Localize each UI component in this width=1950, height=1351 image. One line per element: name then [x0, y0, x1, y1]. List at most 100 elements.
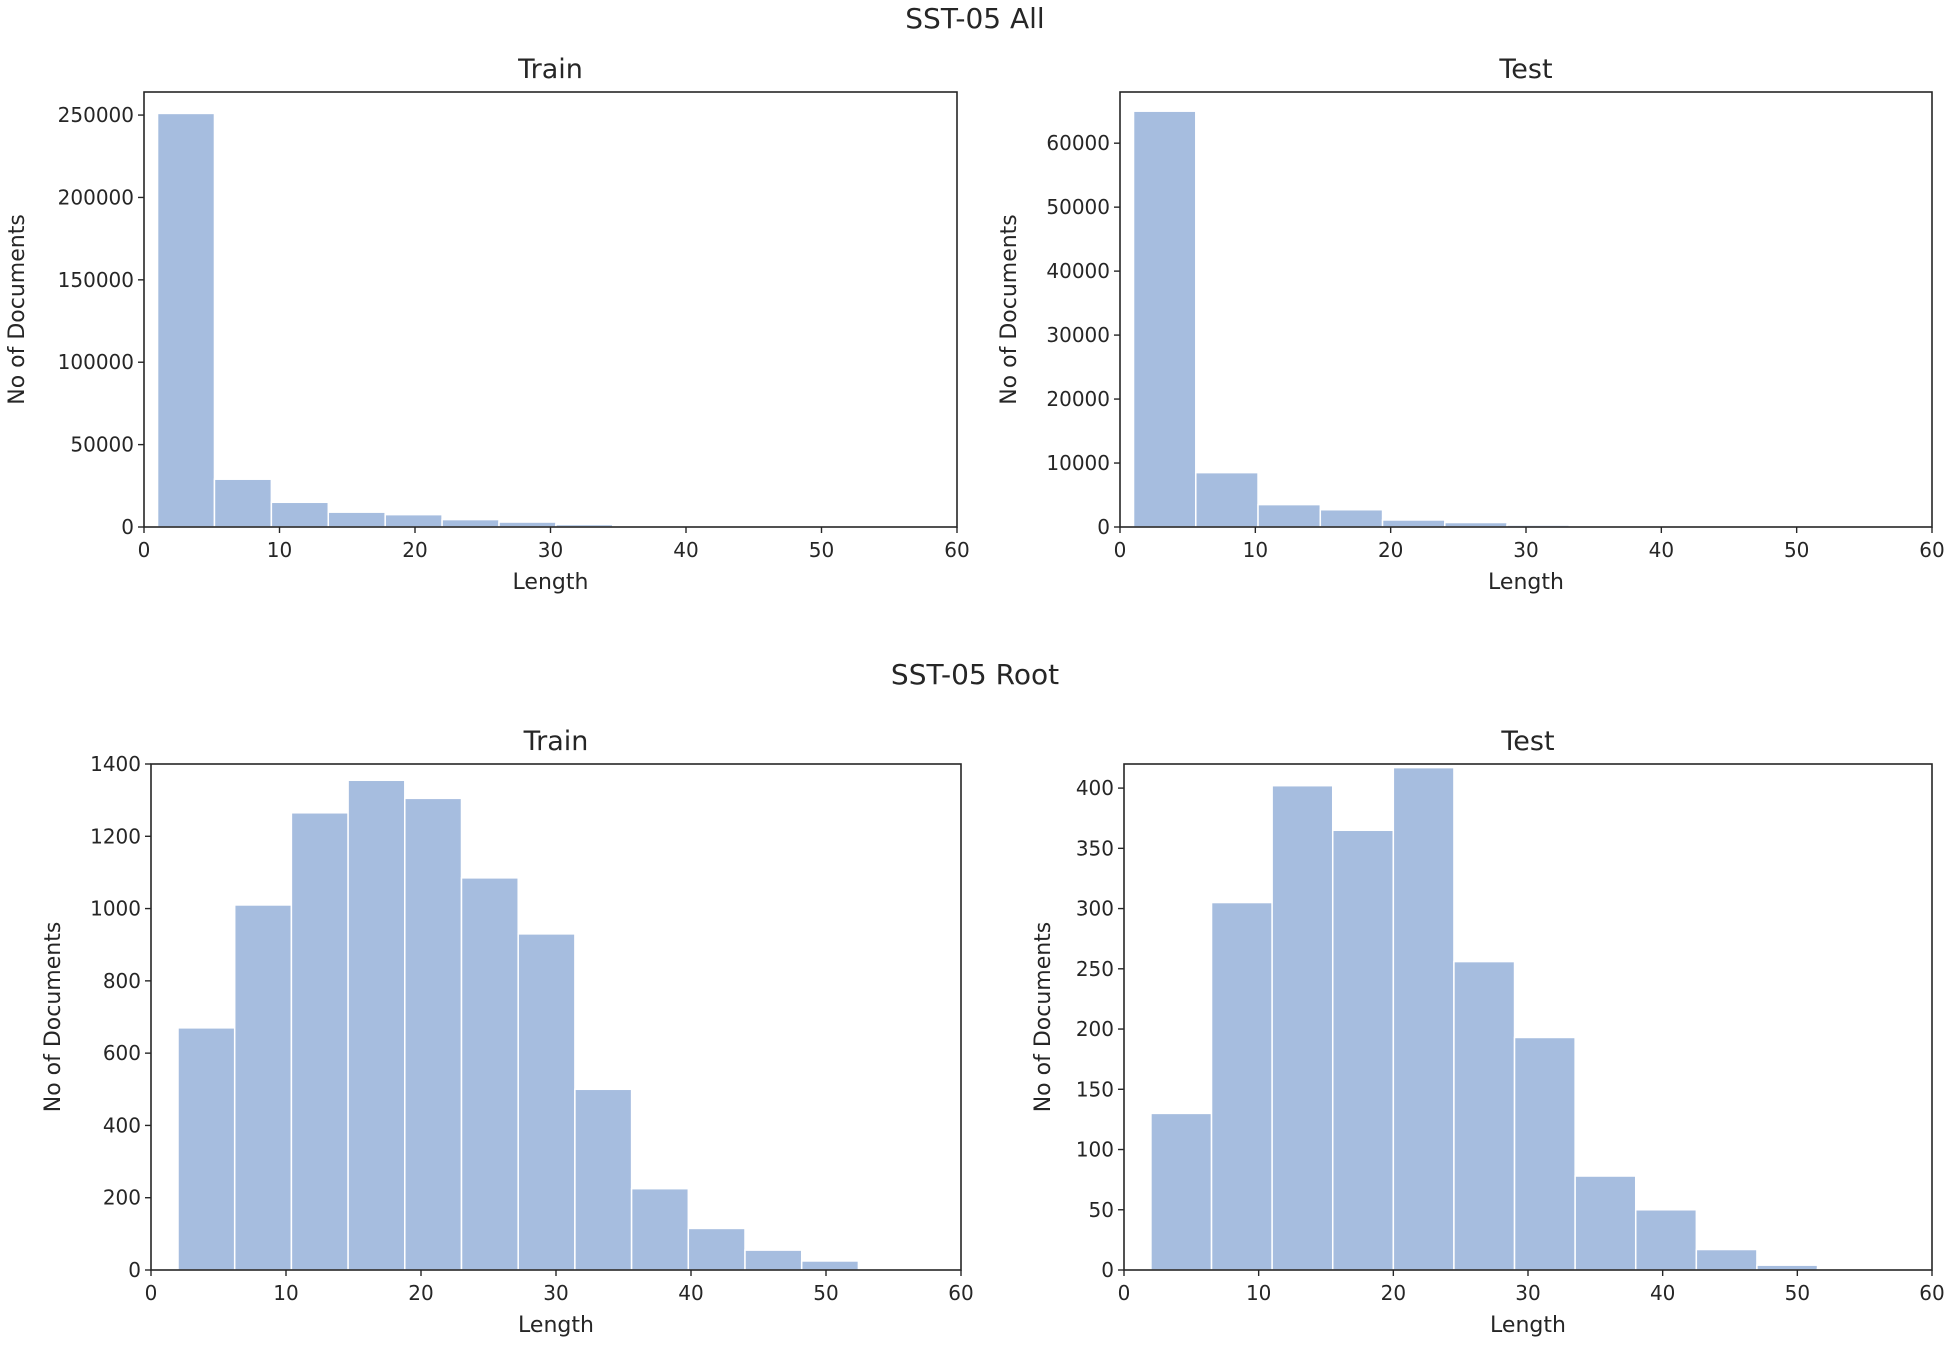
histogram-bar	[460, 877, 519, 1271]
y-axis-label: No of Documents	[41, 922, 66, 1113]
x-tick-label: 40	[1649, 538, 1674, 562]
x-tick-label: 30	[1515, 1281, 1540, 1305]
histogram-bar	[1319, 508, 1384, 528]
y-axis-label: No of Documents	[5, 214, 30, 405]
histogram-bar	[1132, 110, 1197, 528]
y-tick-label: 150000	[58, 268, 134, 292]
histogram-bar	[290, 812, 349, 1271]
histogram-bar	[1271, 784, 1334, 1271]
histogram-bar	[1331, 829, 1395, 1271]
y-tick-label: 100000	[58, 350, 134, 374]
y-tick-label: 20000	[1046, 387, 1110, 411]
chart-all-train: 0 10 20 30 40 50 60 0 50000 100000 150000 200000 250…	[5, 54, 970, 595]
histogram-bar	[1695, 1248, 1758, 1271]
x-axis-label: Length	[518, 1313, 594, 1338]
histogram-bar	[441, 518, 500, 528]
histogram-bar	[1453, 960, 1516, 1271]
histogram-bar	[800, 1260, 860, 1271]
histogram-bar	[177, 1027, 236, 1271]
x-tick-label: 40	[1650, 1281, 1675, 1305]
x-tick-label: 50	[1784, 538, 1809, 562]
y-tick-label: 350	[1076, 836, 1114, 860]
histogram-bar	[233, 904, 293, 1271]
chart-all-test: 0 10 20 30 40 50 60 0 10000 20000 30000 40000 50000 6…	[997, 54, 1945, 595]
x-tick-label: 30	[1513, 538, 1538, 562]
y-tick-label: 200	[103, 1186, 141, 1210]
histogram-bar	[1513, 1036, 1576, 1271]
y-tick-label: 40000	[1046, 259, 1110, 283]
histogram-bar	[1150, 1112, 1213, 1271]
x-tick-label: 0	[1114, 538, 1127, 562]
y-tick-label: 100	[1076, 1138, 1114, 1162]
chart-root-test: 0 10 20 30 40 50 60 0 50 100 150 200 250 300 350 400 Tes…	[1031, 726, 1945, 1338]
y-tick-label: 0	[121, 515, 134, 539]
histogram-bar	[1257, 503, 1322, 528]
x-tick-label: 60	[1919, 538, 1944, 562]
y-tick-label: 60000	[1046, 131, 1110, 155]
histogram-bar	[1634, 1209, 1698, 1271]
y-tick-label: 10000	[1046, 451, 1110, 475]
x-tick-label: 30	[543, 1281, 568, 1305]
y-tick-label: 400	[103, 1113, 141, 1137]
x-tick-label: 20	[408, 1281, 433, 1305]
y-tick-label: 0	[128, 1258, 141, 1282]
histogram-bar	[1381, 519, 1446, 528]
x-tick-label: 60	[944, 538, 969, 562]
x-tick-label: 10	[1243, 538, 1268, 562]
x-tick-label: 50	[1785, 1281, 1810, 1305]
y-tick-label: 1400	[90, 752, 141, 776]
plot-frame	[143, 91, 958, 528]
x-tick-label: 10	[267, 538, 292, 562]
histogram-bar	[574, 1088, 633, 1271]
y-tick-label: 0	[1097, 515, 1110, 539]
x-axis-label: Length	[1488, 570, 1564, 595]
histogram-bar	[327, 511, 386, 528]
y-tick-label: 50000	[1046, 195, 1110, 219]
histogram-bar	[384, 513, 443, 528]
x-tick-label: 10	[1246, 1281, 1271, 1305]
x-tick-label: 20	[1381, 1281, 1406, 1305]
x-tick-label: 10	[273, 1281, 298, 1305]
y-tick-label: 300	[1076, 897, 1114, 921]
histogram-bar	[270, 501, 330, 528]
histogram-bar	[744, 1249, 803, 1271]
histogram-bar	[1392, 766, 1455, 1271]
y-tick-label: 150	[1076, 1077, 1114, 1101]
histogram-bar	[687, 1227, 746, 1271]
histogram-bar	[630, 1187, 690, 1271]
y-tick-label: 600	[103, 1041, 141, 1065]
x-axis-label: Length	[513, 570, 589, 595]
y-tick-label: 30000	[1046, 323, 1110, 347]
y-tick-label: 250	[1076, 957, 1114, 981]
histogram-bar	[404, 797, 463, 1271]
y-tick-label: 800	[103, 969, 141, 993]
y-axis-label: No of Documents	[997, 214, 1022, 405]
histogram-bar	[1574, 1175, 1637, 1271]
x-tick-label: 30	[538, 538, 563, 562]
x-tick-label: 0	[138, 538, 151, 562]
histogram-bar	[1210, 901, 1273, 1271]
x-tick-label: 0	[1118, 1281, 1131, 1305]
y-axis-label: No of Documents	[1031, 922, 1056, 1113]
x-tick-label: 20	[1378, 538, 1403, 562]
x-tick-label: 40	[673, 538, 698, 562]
y-tick-label: 50000	[70, 433, 134, 457]
x-axis-label: Length	[1490, 1313, 1566, 1338]
suptitle-sst05-all: SST-05 All	[905, 2, 1045, 35]
histogram-bar	[347, 779, 406, 1271]
histogram-bar	[213, 478, 273, 528]
suptitle-sst05-root: SST-05 Root	[890, 658, 1060, 691]
x-tick-label: 40	[678, 1281, 703, 1305]
x-tick-label: 60	[1919, 1281, 1944, 1305]
chart-title: Train	[523, 726, 589, 757]
y-tick-label: 200	[1076, 1017, 1114, 1041]
y-tick-label: 1000	[90, 897, 141, 921]
y-tick-label: 250000	[58, 103, 134, 127]
y-tick-label: 1200	[90, 824, 141, 848]
y-tick-label: 0	[1101, 1258, 1114, 1282]
x-tick-label: 50	[809, 538, 834, 562]
x-tick-label: 60	[948, 1281, 973, 1305]
y-tick-label: 400	[1076, 776, 1114, 800]
histogram-bar	[156, 112, 216, 528]
